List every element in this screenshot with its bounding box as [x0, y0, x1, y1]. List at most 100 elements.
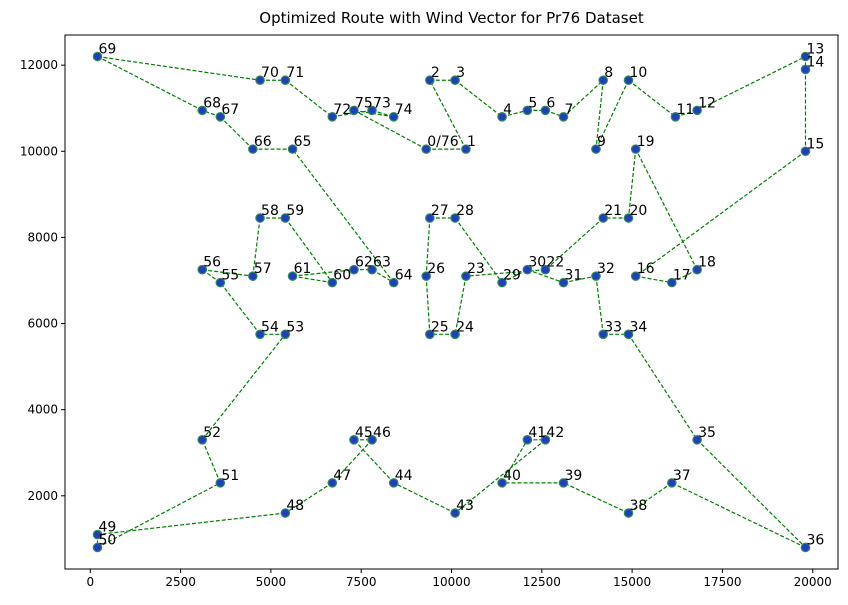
route-segment-57-58: [252, 217, 261, 277]
route-segment-16-17: [635, 275, 672, 284]
node-label-73: 73: [373, 95, 391, 111]
route-segment-34-35: [627, 333, 698, 441]
node-label-38: 38: [629, 498, 647, 514]
node-marker-16: [630, 271, 641, 281]
node-marker-28: [450, 213, 460, 223]
node-label-75: 75: [355, 95, 373, 111]
node-label-72: 72: [333, 102, 351, 118]
node-marker-17: [667, 277, 677, 288]
node-marker-18: [692, 264, 702, 275]
route-segment-60-61: [292, 275, 333, 284]
node-label-33: 33: [604, 319, 622, 335]
node-label-5: 5: [528, 95, 537, 111]
node-marker-27: [425, 213, 435, 223]
node-label-68: 68: [203, 95, 221, 111]
route-segment-28-29: [454, 217, 503, 283]
node-marker-3: [450, 75, 460, 86]
route-segment-23-24: [454, 276, 467, 335]
x-tick-label-12500: 12500: [523, 575, 561, 589]
node-marker-22: [540, 264, 551, 275]
node-marker-10: [623, 75, 634, 86]
node-label-30: 30: [528, 255, 546, 271]
route-segment-30-31: [527, 269, 564, 284]
node-label-36: 36: [806, 532, 824, 548]
node-label-26: 26: [427, 261, 445, 277]
route-segment-48-49: [97, 512, 286, 536]
x-tick-label-10000: 10000: [432, 575, 470, 589]
node-marker-21: [598, 213, 609, 223]
node-marker-24: [450, 329, 460, 340]
node-marker-23: [461, 271, 471, 281]
route-segment-26-27: [425, 217, 431, 277]
node-label-41: 41: [528, 425, 546, 441]
node-marker-0-76: [421, 144, 432, 154]
route-segment-64-65: [292, 148, 395, 283]
route-segment-21-22: [545, 217, 604, 271]
node-label-54: 54: [261, 319, 279, 335]
node-marker-71: [280, 75, 291, 86]
node-marker-8: [598, 75, 609, 86]
route-segment-71-72: [284, 79, 333, 118]
node-marker-66: [248, 144, 258, 154]
node-marker-63: [367, 264, 377, 275]
node-marker-62: [349, 264, 359, 275]
node-label-52: 52: [203, 425, 221, 441]
node-marker-47: [327, 478, 338, 488]
node-marker-11: [670, 112, 681, 122]
node-label-50: 50: [99, 532, 117, 548]
route-segment-1-2: [429, 79, 467, 150]
node-label-11: 11: [676, 102, 694, 118]
node-label-61: 61: [294, 261, 312, 277]
route-segment-8-9: [595, 80, 604, 150]
node-marker-52: [197, 435, 208, 445]
x-tick-label-7500: 7500: [346, 575, 377, 589]
route-segment-43-44: [393, 482, 456, 514]
node-label-14: 14: [806, 54, 824, 70]
node-marker-12: [692, 105, 702, 116]
node-marker-31: [558, 277, 569, 288]
route-segment-22-23: [465, 269, 546, 277]
node-marker-39: [558, 478, 569, 488]
node-label-66: 66: [254, 134, 272, 150]
node-label-51: 51: [221, 468, 239, 484]
node-label-35: 35: [698, 425, 716, 441]
node-marker-60: [327, 277, 338, 288]
node-marker-46: [367, 435, 377, 445]
node-marker-9: [591, 144, 601, 154]
route-segment-75-0/76: [353, 109, 427, 150]
node-label-24: 24: [456, 319, 474, 335]
route-segment-56-57: [202, 269, 253, 277]
route-segment-46-47: [331, 439, 373, 484]
y-tick-label-12000: 12000: [20, 58, 58, 72]
node-label-71: 71: [286, 65, 304, 81]
node-marker-1: [461, 144, 471, 154]
node-marker-64: [388, 277, 399, 288]
node-label-25: 25: [431, 319, 449, 335]
node-label-37: 37: [673, 468, 691, 484]
node-label-49: 49: [99, 520, 117, 536]
route-segment-52-53: [201, 333, 286, 441]
route-segment-18-19: [635, 148, 698, 270]
node-marker-65: [287, 144, 298, 154]
node-marker-44: [388, 478, 399, 488]
route-segment-44-45: [353, 439, 395, 484]
node-label-21: 21: [604, 203, 622, 219]
node-marker-48: [280, 508, 291, 518]
route-segment-19-20: [627, 149, 637, 219]
x-axis: 0 2500 5000 7500 10000 12500 15000 17500 20000: [86, 569, 832, 589]
node-label-13: 13: [806, 42, 824, 58]
route-segment-61-62: [292, 269, 355, 277]
route-segment-9-10: [595, 79, 630, 150]
route-segment-10-11: [628, 79, 676, 118]
node-label-9: 9: [597, 134, 606, 150]
node-label-15: 15: [806, 136, 824, 152]
node-label-12: 12: [698, 95, 716, 111]
node-label-29: 29: [503, 268, 521, 284]
node-label-22: 22: [546, 255, 564, 271]
node-marker-6: [540, 105, 551, 116]
x-tick-label-0: 0: [86, 575, 94, 589]
route-segment-51-52: [201, 439, 221, 484]
node-marker-4: [497, 112, 507, 122]
node-label-47: 47: [333, 468, 351, 484]
